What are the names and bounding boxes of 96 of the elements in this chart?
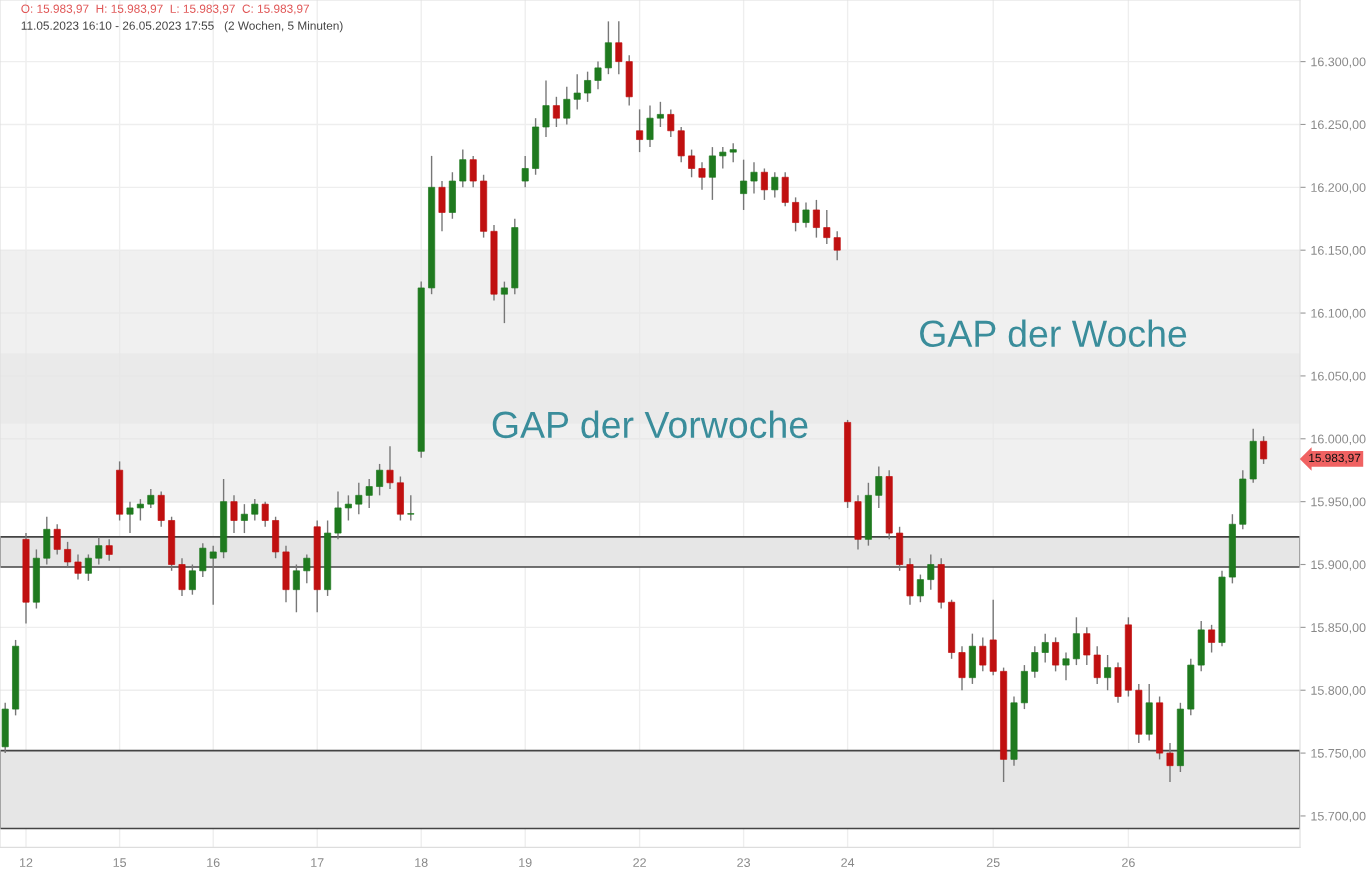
y-tick-label: 15.800,00 bbox=[1311, 686, 1366, 697]
candlestick bbox=[1031, 645, 1039, 679]
y-tick-label: 16.200,00 bbox=[1311, 183, 1366, 194]
x-tick-label: 25 bbox=[986, 858, 1000, 867]
text: 11.05.2023 16:10 - 26.05.2023 17:55 (2 Wochen, 5 Minuten) bbox=[21, 21, 343, 33]
text: 15.983,97 bbox=[1309, 453, 1361, 464]
candlestick bbox=[1104, 654, 1112, 691]
candlestick bbox=[552, 96, 560, 128]
candlestick bbox=[927, 553, 935, 591]
candlestick bbox=[209, 544, 217, 606]
candlestick bbox=[542, 79, 550, 138]
y-tick-label: 16.050,00 bbox=[1311, 371, 1366, 383]
candlestick bbox=[1083, 626, 1091, 666]
y-tick-label: 15.900,00 bbox=[1311, 560, 1366, 571]
candlestick bbox=[1166, 742, 1174, 783]
x-tick-label: 26 bbox=[1122, 858, 1135, 867]
candlestick bbox=[760, 167, 768, 201]
x-tick-label: 15 bbox=[113, 858, 127, 867]
x-tick-label: 22 bbox=[633, 858, 646, 867]
candlestick bbox=[261, 500, 269, 528]
candlestick bbox=[698, 161, 706, 191]
candlestick bbox=[303, 553, 311, 585]
candlestick bbox=[875, 465, 883, 509]
candlestick bbox=[53, 523, 61, 556]
candlestick bbox=[833, 230, 841, 261]
candlestick bbox=[1062, 651, 1070, 681]
candlestick bbox=[636, 108, 644, 153]
chart-title: O: 15.983,97 H: 15.983,97 L: 15.983,97 C: 15.983,97 bbox=[21, 4, 310, 15]
candlestick bbox=[646, 104, 654, 148]
candlestick bbox=[84, 553, 92, 582]
candlestick bbox=[240, 503, 248, 534]
candlestick bbox=[771, 171, 779, 199]
x-tick-label: 12 bbox=[20, 858, 33, 867]
x-tick-label: 16 bbox=[207, 858, 220, 867]
x-tick-label: 17 bbox=[311, 858, 324, 867]
candlestick bbox=[74, 553, 82, 581]
candlestick bbox=[615, 20, 623, 75]
y-tick-label: 16.000,00 bbox=[1311, 434, 1366, 445]
y-tick-label: 16.300,00 bbox=[1311, 57, 1366, 68]
candlestick bbox=[750, 161, 758, 195]
candlestick bbox=[688, 148, 696, 178]
candlestick bbox=[563, 86, 571, 126]
candlestick bbox=[656, 101, 664, 128]
candlestick bbox=[136, 498, 144, 522]
candlestick bbox=[708, 146, 716, 201]
candlestick bbox=[584, 70, 592, 103]
candlestick bbox=[292, 563, 300, 613]
candlestick bbox=[1041, 632, 1049, 664]
candlestick bbox=[251, 498, 259, 522]
y-tick-label: 16.250,00 bbox=[1311, 120, 1366, 131]
candlestick bbox=[105, 538, 113, 562]
x-tick-label: 19 bbox=[519, 858, 532, 867]
y-tick-label: 15.750,00 bbox=[1311, 748, 1366, 760]
x-tick-label: 24 bbox=[841, 858, 855, 867]
candlestick bbox=[1093, 645, 1101, 685]
candlestick bbox=[365, 478, 373, 509]
candlestick bbox=[199, 542, 207, 578]
candlestick bbox=[916, 573, 924, 603]
candlestick bbox=[802, 201, 810, 229]
candlestick bbox=[719, 146, 727, 170]
candlestick bbox=[95, 536, 103, 566]
x-tick-label: 18 bbox=[415, 858, 428, 867]
candlestick bbox=[147, 488, 155, 509]
candlestick bbox=[459, 148, 467, 189]
candlestick bbox=[594, 60, 602, 90]
y-tick-label: 15.850,00 bbox=[1311, 623, 1366, 634]
candlestick bbox=[667, 108, 675, 138]
candlestick bbox=[740, 158, 748, 211]
y-tick-label: 16.100,00 bbox=[1311, 308, 1366, 320]
candlestick bbox=[469, 155, 477, 189]
band-label: GAP der Vorwoche bbox=[492, 410, 808, 439]
candlestick bbox=[792, 196, 800, 233]
candlestick bbox=[1208, 624, 1216, 654]
y-tick-label: 15.950,00 bbox=[1311, 497, 1366, 508]
candlestick bbox=[188, 563, 196, 596]
x-tick-label: 23 bbox=[737, 858, 750, 867]
candlestick bbox=[1052, 636, 1060, 673]
candlestick bbox=[407, 494, 415, 522]
y-tick-label: 15.700,00 bbox=[1311, 811, 1366, 823]
candlestick bbox=[979, 636, 987, 673]
candlestick bbox=[1260, 435, 1268, 465]
candlestick bbox=[344, 494, 352, 522]
candlestick bbox=[573, 73, 581, 111]
y-tick-label: 16.150,00 bbox=[1311, 245, 1366, 257]
candlestick bbox=[386, 445, 394, 490]
candlestick bbox=[230, 494, 238, 534]
candlestick bbox=[500, 280, 508, 324]
candlestick bbox=[812, 199, 820, 239]
candlestick bbox=[376, 463, 384, 497]
candlestick bbox=[355, 482, 363, 515]
candlestick bbox=[64, 541, 72, 568]
candlestick bbox=[823, 209, 831, 245]
candlestick bbox=[126, 500, 134, 534]
candlestick bbox=[521, 155, 529, 189]
band-label: GAP der Woche bbox=[920, 319, 1187, 348]
candlestick bbox=[729, 142, 737, 163]
